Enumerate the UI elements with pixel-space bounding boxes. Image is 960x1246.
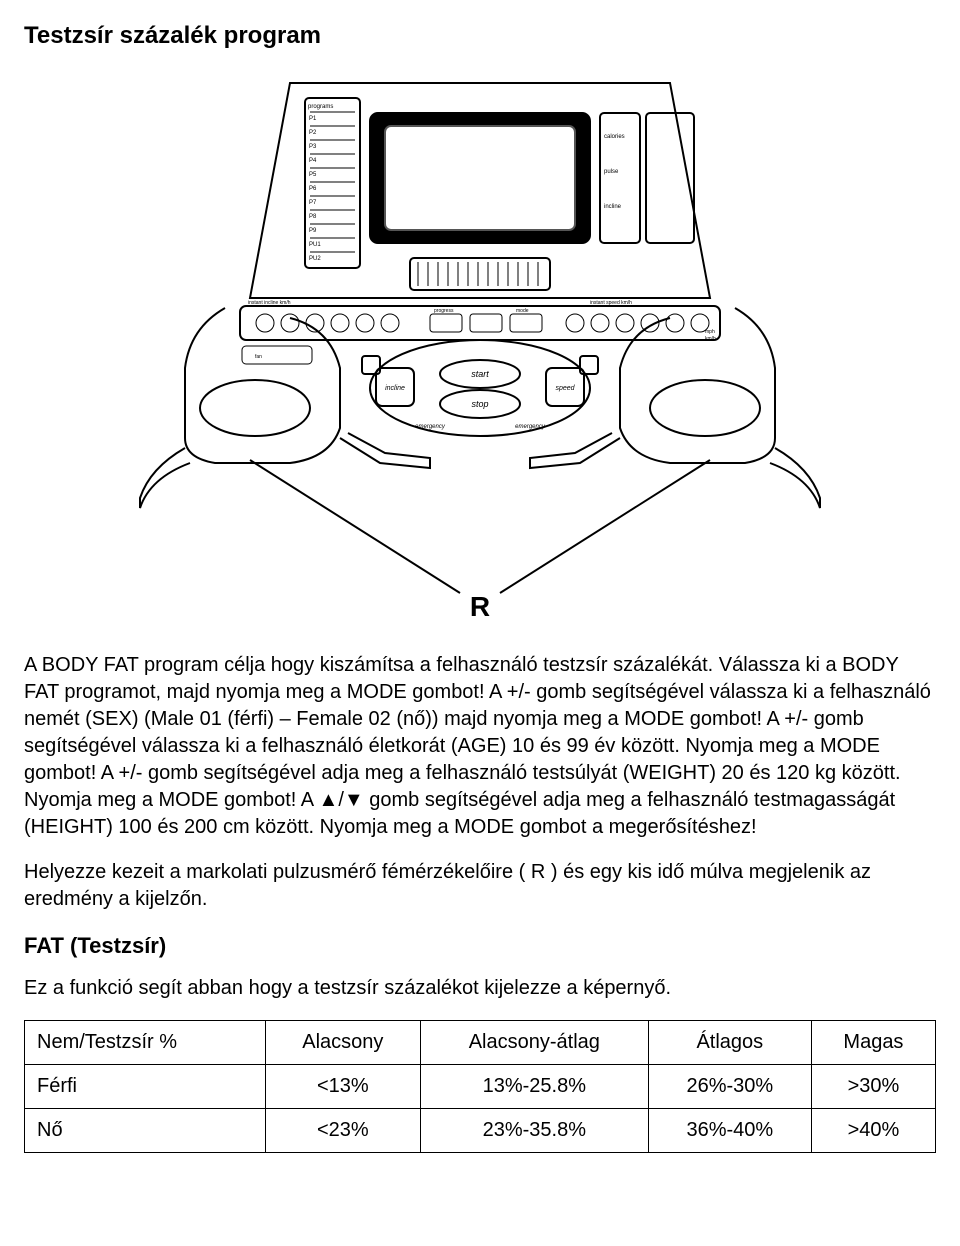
page-title: Testzsír százalék program <box>24 20 936 52</box>
col-low: Alacsony <box>265 1021 420 1065</box>
fan-label: fan <box>255 354 262 360</box>
calories-label: calories <box>604 134 625 140</box>
pulse-label: pulse <box>604 169 619 175</box>
p7-label: P7 <box>309 200 317 206</box>
incline-btn-label: incline <box>385 385 405 392</box>
mph-label: mph <box>705 329 715 335</box>
stop-label: stop <box>471 399 488 409</box>
cell-male-lowavg: 13%-25.8% <box>420 1065 648 1109</box>
paragraph-fat-desc: Ez a funkció segít abban hogy a testzsír… <box>24 975 936 1002</box>
p1-label: P1 <box>309 116 317 122</box>
time-label: time <box>388 164 400 170</box>
paragraph-instructions: A BODY FAT program célja hogy kiszámítsa… <box>24 652 936 841</box>
p5-label: P5 <box>309 172 317 178</box>
kmh-label: km/h <box>705 336 716 342</box>
instant-speed-label: instant speed km/h <box>590 300 632 306</box>
fat-heading: FAT (Testzsír) <box>24 931 936 961</box>
p3-label: P3 <box>309 144 317 150</box>
p4-label: P4 <box>309 158 317 164</box>
paragraph-pulse-sensor: Helyezze kezeit a markolati pulzusmérő f… <box>24 859 936 913</box>
p9-label: P9 <box>309 228 317 234</box>
table-row: Nő <23% 23%-35.8% 36%-40% >40% <box>25 1109 936 1153</box>
cell-male-label: Férfi <box>25 1065 266 1109</box>
p8-label: P8 <box>309 214 317 220</box>
mode-label: mode <box>516 308 529 314</box>
incline-disp-label: incline <box>604 204 622 210</box>
cell-female-avg: 36%-40% <box>648 1109 811 1153</box>
pu1-label: PU1 <box>309 242 321 248</box>
p2-label: P2 <box>309 130 317 136</box>
col-high: Magas <box>811 1021 935 1065</box>
start-label: start <box>471 369 489 379</box>
cell-male-low: <13% <box>265 1065 420 1109</box>
emergency-left-label: emergency <box>415 424 446 430</box>
cell-female-low: <23% <box>265 1109 420 1153</box>
col-low-avg: Alacsony-átlag <box>420 1021 648 1065</box>
programs-label: programs <box>308 104 333 110</box>
distance-label: distance <box>388 134 411 140</box>
cell-female-label: Nő <box>25 1109 266 1153</box>
treadmill-console-diagram: programs P1 P2 P3 P4 P5 P6 P7 P8 P9 PU1 … <box>130 68 830 628</box>
bodyfat-table: Nem/Testzsír % Alacsony Alacsony-átlag Á… <box>24 1020 936 1153</box>
speed-label: speed <box>388 194 404 200</box>
cell-female-high: >40% <box>811 1109 935 1153</box>
cell-female-lowavg: 23%-35.8% <box>420 1109 648 1153</box>
cell-male-avg: 26%-30% <box>648 1065 811 1109</box>
instant-incline-label: instant incline km/h <box>248 300 291 306</box>
diagram-r-label: R <box>470 591 490 622</box>
speed-btn-label: speed <box>555 385 575 392</box>
p6-label: P6 <box>309 186 317 192</box>
table-header-row: Nem/Testzsír % Alacsony Alacsony-átlag Á… <box>25 1021 936 1065</box>
cell-male-high: >30% <box>811 1065 935 1109</box>
col-gender: Nem/Testzsír % <box>25 1021 266 1065</box>
pu2-label: PU2 <box>309 256 321 262</box>
table-row: Férfi <13% 13%-25.8% 26%-30% >30% <box>25 1065 936 1109</box>
progress-label: progress <box>434 308 454 314</box>
emergency-right-label: emergency <box>515 424 546 430</box>
col-avg: Átlagos <box>648 1021 811 1065</box>
